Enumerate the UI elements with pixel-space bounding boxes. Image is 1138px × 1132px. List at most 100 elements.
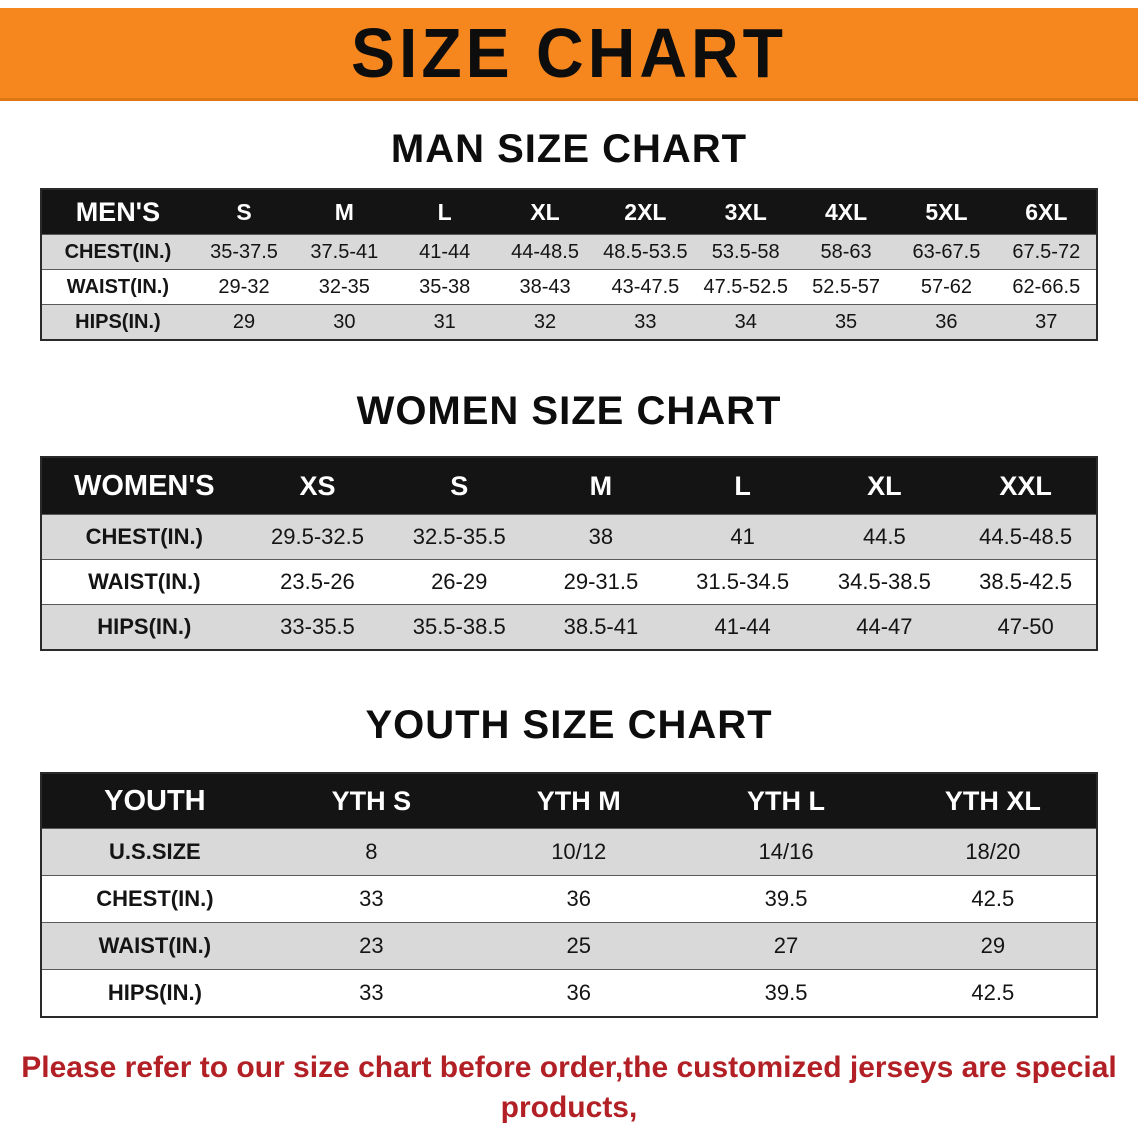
size-value-cell: 48.5-53.5 — [595, 234, 696, 270]
row-label-cell: WAIST(IN.) — [41, 559, 247, 605]
size-value-cell: 33 — [595, 304, 696, 341]
size-value-cell: 31 — [394, 304, 495, 341]
table-row: CHEST(IN.) 35-37.5 37.5-41 41-44 44-48.5 48.5… — [41, 234, 1097, 270]
size-header-cell: 3XL — [695, 189, 796, 235]
size-value-cell: 57-62 — [896, 269, 997, 305]
size-value-cell: 32-35 — [294, 269, 395, 305]
size-value-cell: 44.5-48.5 — [955, 514, 1097, 560]
size-header-cell: XL — [813, 457, 956, 515]
size-chart-banner: SIZE CHART — [0, 8, 1138, 101]
size-value-cell: 35.5-38.5 — [388, 604, 531, 651]
size-header-cell: YTH M — [475, 773, 683, 829]
size-value-cell: 14/16 — [682, 828, 890, 876]
size-value-cell: 23 — [267, 922, 476, 970]
size-value-cell: 37.5-41 — [294, 234, 395, 270]
size-value-cell: 44-48.5 — [494, 234, 596, 270]
youth-section-heading: YOUTH SIZE CHART — [365, 703, 773, 747]
size-header-cell: 2XL — [595, 189, 696, 235]
table-title-cell: WOMEN'S — [41, 457, 247, 515]
women-section-heading: WOMEN SIZE CHART — [356, 389, 782, 433]
size-value-cell: 39.5 — [682, 969, 890, 1018]
size-value-cell: 8 — [267, 828, 476, 876]
row-label-cell: CHEST(IN.) — [41, 234, 194, 270]
row-label-cell: CHEST(IN.) — [41, 875, 268, 923]
row-label-cell: WAIST(IN.) — [41, 269, 194, 305]
size-value-cell: 53.5-58 — [695, 234, 796, 270]
youth-size-section: YOUTH SIZE CHART YOUTH YTH S YTH M YTH L YTH… — [0, 703, 1138, 1018]
size-value-cell: 38 — [530, 514, 672, 560]
size-value-cell: 38.5-41 — [530, 604, 672, 651]
size-header-cell: XL — [494, 189, 596, 235]
size-value-cell: 52.5-57 — [795, 269, 897, 305]
size-value-cell: 33-35.5 — [246, 604, 389, 651]
size-value-cell: 29 — [193, 304, 295, 341]
size-value-cell: 25 — [475, 922, 683, 970]
row-label-cell: CHEST(IN.) — [41, 514, 247, 560]
size-value-cell: 38.5-42.5 — [955, 559, 1097, 605]
size-header-cell: YTH L — [682, 773, 890, 829]
size-value-cell: 36 — [475, 875, 683, 923]
size-value-cell: 29.5-32.5 — [246, 514, 389, 560]
size-value-cell: 34 — [695, 304, 796, 341]
size-value-cell: 67.5-72 — [996, 234, 1097, 270]
size-value-cell: 58-63 — [795, 234, 897, 270]
size-header-cell: L — [671, 457, 814, 515]
table-header-row: MEN'S S M L XL 2XL 3XL 4XL 5XL 6XL — [41, 189, 1097, 235]
size-value-cell: 35 — [795, 304, 897, 341]
size-header-cell: M — [530, 457, 672, 515]
size-header-cell: YTH XL — [889, 773, 1097, 829]
row-label-cell: U.S.SIZE — [41, 828, 268, 876]
size-header-cell: XS — [246, 457, 389, 515]
table-header-row: WOMEN'S XS S M L XL XXL — [41, 457, 1097, 515]
size-header-cell: 6XL — [996, 189, 1097, 235]
table-row: CHEST(IN.) 33 36 39.5 42.5 — [41, 875, 1097, 923]
size-value-cell: 10/12 — [475, 828, 683, 876]
table-row: HIPS(IN.) 33 36 39.5 42.5 — [41, 969, 1097, 1018]
table-title-cell: MEN'S — [41, 189, 194, 235]
size-value-cell: 42.5 — [889, 875, 1097, 923]
men-size-table: MEN'S S M L XL 2XL 3XL 4XL 5XL 6XL CHEST(IN.) 35-37… — [40, 188, 1098, 341]
size-value-cell: 44.5 — [813, 514, 956, 560]
youth-size-table: YOUTH YTH S YTH M YTH L YTH XL U.S.SIZE 8 10/12… — [40, 772, 1098, 1018]
row-label-cell: HIPS(IN.) — [41, 604, 247, 651]
row-label-cell: WAIST(IN.) — [41, 922, 268, 970]
size-value-cell: 47-50 — [955, 604, 1097, 651]
size-value-cell: 62-66.5 — [996, 269, 1097, 305]
size-header-cell: S — [193, 189, 295, 235]
size-value-cell: 29-31.5 — [530, 559, 672, 605]
page-title: SIZE CHART — [351, 14, 787, 92]
men-size-section: MAN SIZE CHART MEN'S S M L XL 2XL 3XL 4XL 5XL 6XL… — [0, 127, 1138, 341]
size-value-cell: 39.5 — [682, 875, 890, 923]
row-label-cell: HIPS(IN.) — [41, 304, 194, 341]
size-value-cell: 33 — [267, 875, 476, 923]
size-value-cell: 18/20 — [889, 828, 1097, 876]
table-header-row: YOUTH YTH S YTH M YTH L YTH XL — [41, 773, 1097, 829]
size-value-cell: 26-29 — [388, 559, 531, 605]
women-size-section: WOMEN SIZE CHART WOMEN'S XS S M L XL XXL CHEST(… — [0, 389, 1138, 651]
size-value-cell: 36 — [475, 969, 683, 1018]
size-value-cell: 31.5-34.5 — [671, 559, 814, 605]
table-row: WAIST(IN.) 23.5-26 26-29 29-31.5 31.5-34.5 34… — [41, 559, 1097, 605]
size-header-cell: YTH S — [267, 773, 476, 829]
table-row: CHEST(IN.) 29.5-32.5 32.5-35.5 38 41 44.5 44.5… — [41, 514, 1097, 560]
table-row: HIPS(IN.) 29 30 31 32 33 34 35 36 37 — [41, 304, 1097, 341]
size-value-cell: 30 — [294, 304, 395, 341]
women-size-table: WOMEN'S XS S M L XL XXL CHEST(IN.) 29.5-32.5 32.5… — [40, 456, 1098, 651]
size-value-cell: 42.5 — [889, 969, 1097, 1018]
table-row: U.S.SIZE 8 10/12 14/16 18/20 — [41, 828, 1097, 876]
size-header-cell: XXL — [955, 457, 1097, 515]
size-value-cell: 32 — [494, 304, 596, 341]
footer-note-line1: Please refer to our size chart before or… — [21, 1051, 1117, 1124]
size-value-cell: 44-47 — [813, 604, 956, 651]
size-value-cell: 63-67.5 — [896, 234, 997, 270]
size-value-cell: 29-32 — [193, 269, 295, 305]
table-row: WAIST(IN.) 29-32 32-35 35-38 38-43 43-47.5 47.… — [41, 269, 1097, 305]
size-header-cell: S — [388, 457, 531, 515]
size-header-cell: L — [394, 189, 495, 235]
size-value-cell: 41-44 — [671, 604, 814, 651]
table-row: HIPS(IN.) 33-35.5 35.5-38.5 38.5-41 41-44 44-… — [41, 604, 1097, 651]
size-value-cell: 41 — [671, 514, 814, 560]
size-value-cell: 35-37.5 — [193, 234, 295, 270]
size-header-cell: 5XL — [896, 189, 997, 235]
